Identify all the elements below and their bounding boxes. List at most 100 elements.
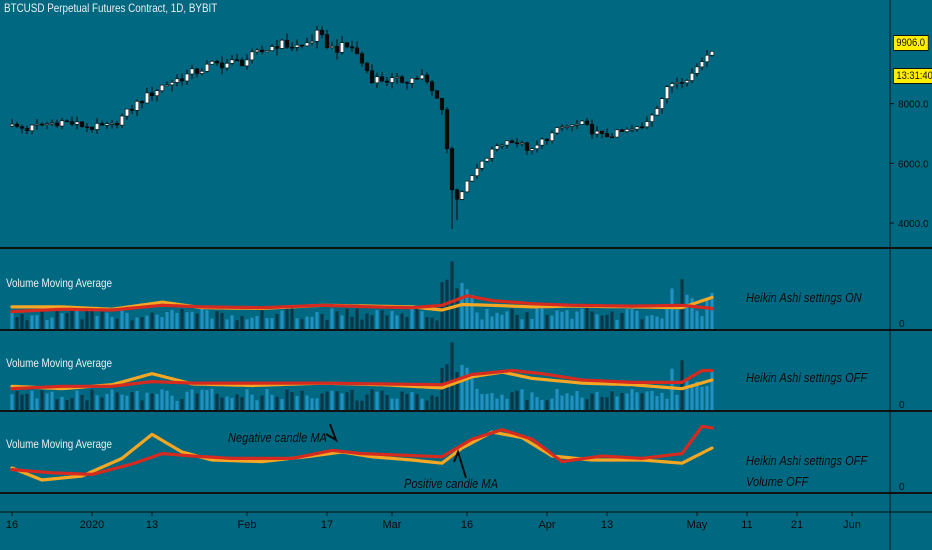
volume-bar [155,394,159,410]
volume-bar [435,396,439,410]
volume-bar [150,312,154,329]
candle-body [554,127,560,134]
volume-bar [450,261,454,329]
pane-1-note: Heikin Ashi settings ON [746,290,862,305]
candle-body [349,46,355,49]
volume-bar [75,390,79,410]
candle-body [99,123,105,126]
volume-bar [275,313,279,329]
volume-bar [605,397,609,410]
candle-body [639,126,645,129]
volume-bar [395,398,399,410]
volume-bar [575,390,579,410]
volume-bar [610,391,614,410]
volume-bar [10,394,14,410]
volume-bar [340,393,344,410]
volume-bar [595,391,599,410]
volume-bar [645,315,649,329]
volume-bar [270,394,274,410]
candle-body [129,108,135,111]
pane-1-red-ma-line [10,294,714,314]
candle-body [339,42,345,53]
volume-bar [405,316,409,329]
volume-bar [470,377,474,410]
candle-body [239,59,245,67]
x-tick-label-12: Jun [843,519,861,531]
volume-bar [60,396,64,410]
volume-bar [130,320,134,329]
volume-bar [555,310,559,329]
volume-bar [200,389,204,410]
candle-body [694,66,700,74]
candle-body [359,53,365,64]
volume-bar [540,308,544,329]
candle-body [384,80,390,83]
volume-bar [480,319,484,329]
volume-bar [430,395,434,410]
volume-bar [120,307,124,329]
volume-bar [585,399,589,410]
candle-body [109,123,115,125]
volume-bar [410,308,414,329]
candle-body [274,46,280,49]
volume-bar [690,298,694,329]
volume-bar [705,299,709,329]
volume-bar [640,393,644,410]
volume-bar [230,397,234,410]
candle-body [369,70,375,84]
volume-bar [100,397,104,410]
volume-bar [145,392,149,410]
volume-bar [700,316,704,329]
pane-1-label: Volume Moving Average [6,276,112,290]
volume-bar [260,395,264,410]
candle-body [459,191,465,200]
candle-body [89,126,95,130]
candle-body [449,148,455,191]
volume-bar [235,394,239,410]
volume-bar [660,318,664,329]
volume-bar [375,309,379,329]
volume-bar [405,393,409,410]
candle-body [164,84,170,87]
candle-body [29,124,35,132]
x-tick-label-9: May [687,519,708,531]
candle-body [664,86,670,99]
volume-bar [540,399,544,410]
volume-bar [675,394,679,410]
pane-2-note: Heikin Ashi settings OFF [746,370,868,385]
volume-bar [305,316,309,329]
candle-body [624,129,630,132]
candle-body [464,180,470,193]
volume-bar [495,312,499,329]
candle-body [709,51,715,56]
volume-bar [85,400,89,410]
volume-bar [90,307,94,329]
candle-body [139,101,145,104]
candle-body [39,123,45,126]
volume-bar [590,393,594,410]
candle-body [644,121,650,128]
volume-bar [10,310,14,329]
volume-bar [260,308,264,329]
candle-body [534,144,540,149]
volume-bar [590,311,594,329]
pane-3-note-2: Volume OFF [746,474,809,489]
volume-bar [655,316,659,329]
volume-bar [360,400,364,410]
candle-body [544,138,550,142]
candle-body [434,90,440,99]
volume-bar [305,395,309,410]
volume-bar [570,318,574,329]
candle-body [414,77,420,80]
volume-bar [680,360,684,410]
volume-bar [600,396,604,410]
candle-body [649,114,655,122]
volume-bar [315,398,319,410]
candle-body [344,42,350,48]
volume-bar [500,314,504,329]
volume-bar [315,311,319,329]
volume-bar [390,398,394,410]
candle-body [469,175,475,182]
volume-bar [400,391,404,410]
volume-bar [70,398,74,410]
